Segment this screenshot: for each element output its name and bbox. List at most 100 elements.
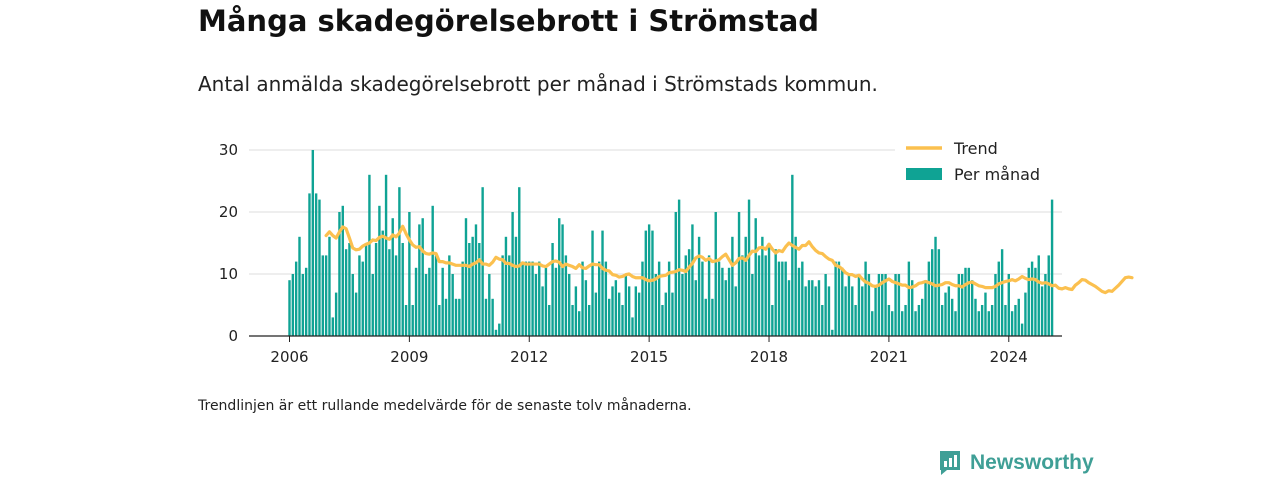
bar — [594, 292, 598, 336]
bar — [894, 274, 897, 336]
x-tick-label: 2012 — [510, 348, 548, 366]
bar — [354, 292, 358, 336]
bar — [498, 323, 501, 336]
bar — [434, 255, 438, 336]
bar — [824, 274, 827, 336]
bar — [907, 261, 911, 336]
bar — [930, 249, 934, 336]
bar — [677, 199, 681, 336]
bar — [581, 261, 584, 336]
bar — [817, 280, 821, 336]
bar — [621, 305, 624, 336]
bar — [558, 218, 561, 336]
bar — [384, 174, 388, 336]
bar — [767, 243, 771, 336]
bar — [654, 274, 657, 336]
bar — [657, 261, 661, 336]
bar — [371, 274, 374, 336]
bar — [444, 298, 448, 336]
bar — [947, 286, 951, 336]
bar — [341, 205, 344, 336]
bar — [837, 261, 841, 336]
chart-subtitle: Antal anmälda skadegörelsebrott per måna… — [198, 72, 878, 96]
bar — [491, 298, 494, 336]
bar — [611, 286, 614, 336]
bar — [797, 267, 801, 336]
bar — [727, 267, 731, 336]
bar — [597, 261, 601, 336]
bar — [308, 193, 311, 336]
bar — [528, 261, 531, 336]
bar — [394, 255, 398, 336]
bar — [504, 236, 508, 336]
bar — [294, 261, 298, 336]
bar — [867, 274, 871, 336]
bar — [318, 199, 321, 336]
bar — [488, 274, 491, 336]
bar — [777, 261, 781, 336]
bar — [970, 280, 974, 336]
bar — [1017, 298, 1020, 336]
bar — [424, 274, 428, 336]
bar — [531, 261, 534, 336]
bar — [368, 174, 371, 336]
bar — [468, 243, 471, 336]
bar — [627, 286, 631, 336]
bar — [564, 255, 568, 336]
bar — [591, 230, 594, 336]
bar — [1007, 274, 1010, 336]
bar — [844, 286, 847, 336]
bar — [388, 249, 391, 336]
bar — [960, 274, 964, 336]
bar — [501, 255, 504, 336]
bar — [414, 267, 418, 336]
bar — [911, 280, 914, 336]
bar — [974, 298, 977, 336]
brand-logo[interactable]: Newsworthy — [938, 449, 1094, 477]
bar — [667, 261, 671, 336]
bar — [1004, 305, 1007, 336]
y-tick-label: 10 — [219, 265, 238, 283]
bar — [804, 286, 807, 336]
bar — [311, 150, 315, 336]
bar — [757, 255, 761, 336]
x-tick-label: 2006 — [270, 348, 308, 366]
y-tick-label: 20 — [219, 203, 238, 221]
bar — [714, 212, 717, 336]
bar — [1027, 267, 1030, 336]
bar — [987, 311, 990, 336]
bar — [321, 255, 324, 336]
bar — [381, 230, 384, 336]
bar — [511, 212, 514, 336]
bar — [721, 267, 724, 336]
bar — [454, 298, 458, 336]
bar — [717, 261, 721, 336]
bar — [927, 261, 931, 336]
x-tick-label: 2018 — [750, 348, 788, 366]
bar — [637, 292, 641, 336]
footnote: Trendlinjen är ett rullande medelvärde f… — [198, 398, 692, 414]
bar — [554, 267, 558, 336]
bar — [451, 274, 454, 336]
bar — [994, 274, 997, 336]
bar — [617, 292, 621, 336]
bar — [831, 329, 834, 336]
x-tick-label: 2015 — [630, 348, 668, 366]
bar — [914, 311, 917, 336]
bar — [438, 305, 441, 336]
bar — [887, 305, 891, 336]
legend-bars-label: Per månad — [954, 165, 1040, 184]
bar — [684, 255, 687, 336]
bar — [877, 274, 881, 336]
bar — [338, 212, 341, 336]
bar — [980, 305, 984, 336]
bar — [1014, 305, 1017, 336]
bar — [754, 218, 757, 336]
bar — [861, 286, 864, 336]
bar — [854, 305, 857, 336]
bar — [834, 261, 837, 336]
bar — [751, 274, 754, 336]
bar — [428, 267, 431, 336]
bar — [561, 224, 564, 336]
x-tick-label: 2021 — [870, 348, 908, 366]
